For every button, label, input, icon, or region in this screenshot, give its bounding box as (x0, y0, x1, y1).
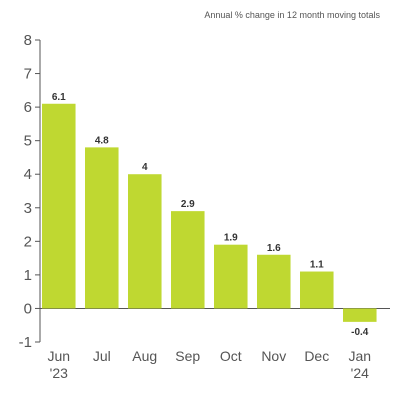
data-label: 1.1 (310, 260, 324, 271)
data-label: 4.8 (95, 135, 109, 146)
y-tick-label: 3 (24, 200, 32, 217)
bar (300, 271, 334, 309)
x-tick-label: Jul (93, 348, 111, 364)
y-tick-label: 8 (24, 32, 32, 49)
x-tick-label: '24 (351, 365, 369, 381)
x-tick-label: '23 (50, 365, 68, 381)
x-tick-label: Jan (348, 348, 371, 364)
chart-subtitle: Annual % change in 12 month moving total… (204, 10, 380, 20)
data-label: 2.9 (181, 199, 195, 210)
y-tick-label: -1 (19, 334, 32, 351)
y-tick-label: 1 (24, 267, 32, 284)
data-label: 6.1 (52, 92, 66, 103)
bar (257, 254, 291, 309)
data-label: -0.4 (351, 327, 369, 338)
x-tick-label: Dec (304, 348, 329, 364)
bar (42, 103, 76, 309)
bar (85, 147, 119, 309)
y-tick-label: 4 (24, 166, 32, 183)
data-label: 4 (142, 162, 148, 173)
y-tick-label: 5 (24, 133, 32, 150)
bar (171, 211, 205, 309)
bar (214, 244, 248, 309)
x-tick-label: Nov (261, 348, 286, 364)
data-label: 1.6 (267, 243, 281, 254)
y-tick-label: 2 (24, 233, 32, 250)
y-tick-label: 6 (24, 99, 32, 116)
bar (128, 174, 162, 309)
y-tick-label: 7 (24, 66, 32, 83)
x-tick-label: Aug (132, 348, 157, 364)
data-label: 1.9 (224, 233, 238, 244)
bar (343, 308, 377, 322)
y-tick-label: 0 (24, 300, 32, 317)
x-tick-label: Jun (47, 348, 70, 364)
x-tick-label: Sep (175, 348, 200, 364)
x-tick-label: Oct (220, 348, 242, 364)
